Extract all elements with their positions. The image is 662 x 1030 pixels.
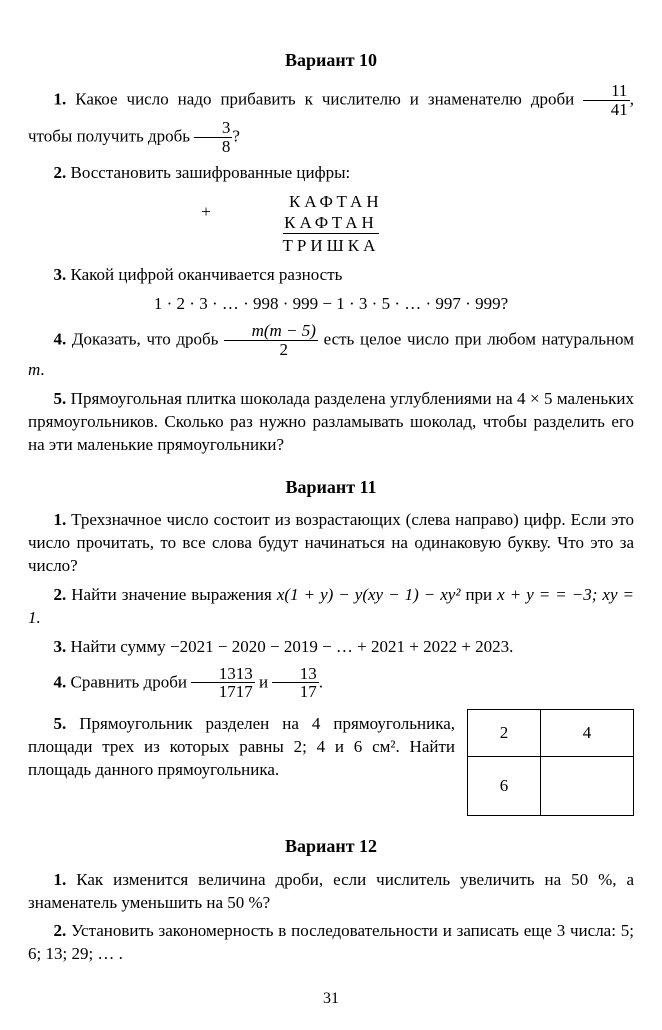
q-text: Доказать, что дробь [66, 329, 224, 348]
cryptarithm: + КАФТАН КАФТАН ТРИШКА [28, 191, 634, 257]
v10-q4: 4. Доказать, что дробь m(m − 5)2 есть це… [28, 322, 634, 382]
variant-10-title: Вариант 10 [28, 48, 634, 72]
rect-cell-4 [541, 757, 634, 816]
q-num: 3. [54, 265, 67, 284]
q-text: Прямоугольная плитка шоколада разделена … [28, 389, 634, 454]
q-text: Трехзначное число состоит из возрастающи… [28, 510, 634, 575]
v11-q1: 1. Трехзначное число состоит из возраста… [28, 509, 634, 578]
q-num: 5. [54, 389, 67, 408]
variant-11-title: Вариант 11 [28, 475, 634, 499]
q-text: Установить закономерность в последовател… [28, 921, 634, 963]
q-num: 1. [54, 870, 67, 889]
q-num: 1. [54, 510, 67, 529]
q-text: Прямоугольник разделен на 4 прямоугольни… [28, 714, 455, 779]
var-m: m [28, 360, 40, 379]
q-text: Восстановить зашифрованные цифры: [66, 163, 350, 182]
q-num: 2. [54, 585, 67, 604]
variant-12-title: Вариант 12 [28, 834, 634, 858]
v10-q2: 2. Восстановить зашифрованные цифры: [28, 162, 634, 185]
q-text: Какое число надо прибавить к числителю и… [66, 90, 583, 109]
rect-cell-1: 2 [468, 710, 541, 757]
q-num: 1. [54, 90, 67, 109]
fraction-m: m(m − 5)2 [224, 322, 318, 359]
q-text: Как изменится величина дроби, если числи… [28, 870, 634, 912]
v11-q5: 5. Прямоугольник разделен на 4 прямоугол… [28, 713, 455, 782]
q-num: 4. [54, 329, 67, 348]
q-text: . [40, 360, 44, 379]
v10-q3-expr: 1 · 2 · 3 · … · 998 · 999 − 1 · 3 · 5 · … [28, 293, 634, 316]
q-num: 5. [54, 714, 67, 733]
fraction-13-17: 1317 [272, 665, 319, 702]
q-num: 2. [54, 163, 67, 182]
plus-sign: + [201, 202, 211, 221]
q-text: Найти значение выражения [66, 585, 277, 604]
q-text: ? [232, 126, 240, 145]
fraction-11-41: 1141 [583, 82, 630, 119]
v10-q5: 5. Прямоугольная плитка шоколада разделе… [28, 388, 634, 457]
crypt-line2: КАФТАН [284, 213, 378, 232]
v11-q5-row: 5. Прямоугольник разделен на 4 прямоугол… [28, 707, 634, 816]
q-text: Сравнить дроби [66, 672, 191, 691]
rect-cell-3: 6 [468, 757, 541, 816]
expr: x(1 + y) − y(xy − 1) − xy² [277, 585, 461, 604]
q-text: и [255, 672, 273, 691]
q-text: есть целое число при любом натуральном [318, 329, 634, 348]
page-number: 31 [28, 988, 634, 1010]
q-text: при [460, 585, 497, 604]
v12-q1: 1. Как изменится величина дроби, если чи… [28, 869, 634, 915]
v11-q2: 2. Найти значение выражения x(1 + y) − y… [28, 584, 634, 630]
q-num: 4. [54, 672, 67, 691]
rectangles-diagram: 2 4 6 [467, 709, 634, 816]
q-text: Какой цифрой оканчивается разность [66, 265, 342, 284]
q-num: 3. [54, 637, 67, 656]
fraction-1313-1717: 13131717 [191, 665, 255, 702]
fraction-3-8: 38 [194, 119, 232, 156]
v12-q2: 2. Установить закономерность в последова… [28, 920, 634, 966]
v10-q3: 3. Какой цифрой оканчивается разность [28, 264, 634, 287]
v11-q4: 4. Сравнить дроби 13131717 и 1317. [28, 665, 634, 702]
q-num: 2. [54, 921, 67, 940]
q-text: Найти сумму −2021 − 2020 − 2019 − … + 20… [66, 637, 513, 656]
crypt-line1: КАФТАН [289, 192, 383, 211]
v11-q3: 3. Найти сумму −2021 − 2020 − 2019 − … +… [28, 636, 634, 659]
q-text: . [319, 672, 323, 691]
rect-cell-2: 4 [541, 710, 634, 757]
v10-q1: 1. Какое число надо прибавить к числител… [28, 82, 634, 155]
crypt-line3: ТРИШКА [283, 233, 380, 256]
